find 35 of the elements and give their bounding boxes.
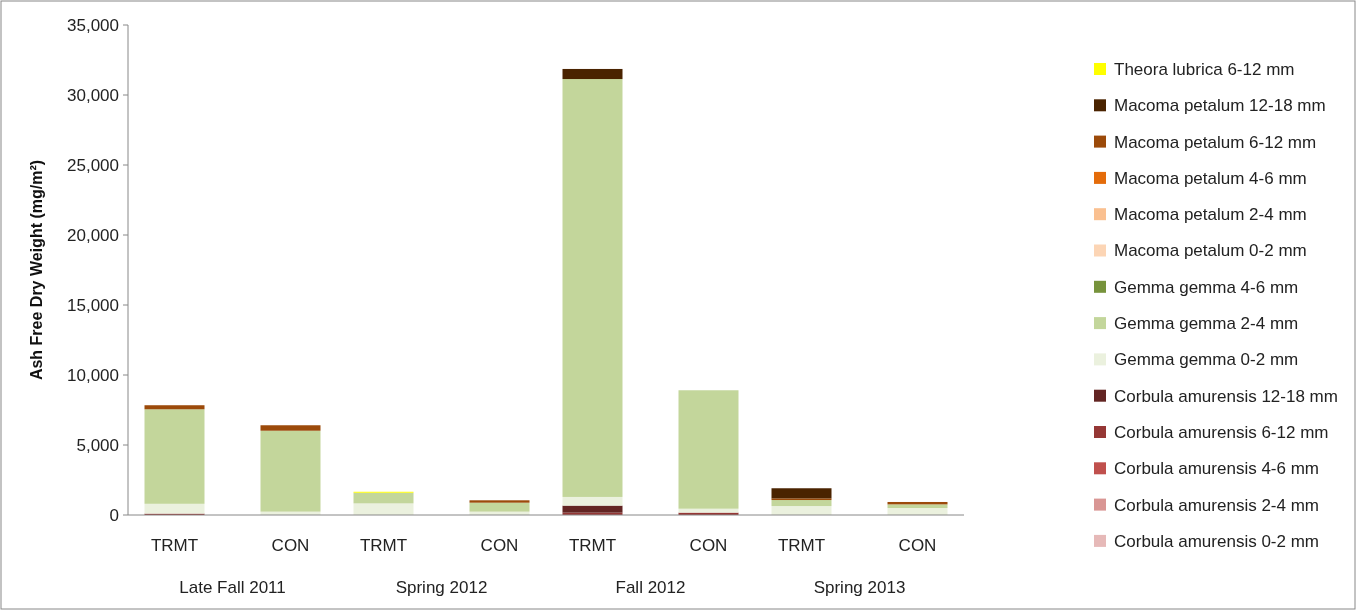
legend-label: Macoma petalum 2-4 mm xyxy=(1114,205,1307,225)
text: Spring 2012 xyxy=(395,578,488,597)
legend-label: Theora lubrica 6-12 mm xyxy=(1114,59,1295,79)
legend-label: Gemma gemma 2-4 mm xyxy=(1114,314,1299,334)
x-tick-label: TRMT xyxy=(568,536,617,555)
y-tick-label: 0 xyxy=(109,505,119,525)
legend-label: Macoma petalum 0-2 mm xyxy=(1114,241,1307,261)
y-tick-label: 35,000 xyxy=(67,15,119,35)
legend-label: Gemma gemma 0-2 mm xyxy=(1114,350,1299,370)
x-tick-label: CON xyxy=(480,536,519,555)
y-axis-title: Ash Free Dry Weight (mg/m²) xyxy=(28,159,45,381)
legend-label: Gemma gemma 4-6 mm xyxy=(1114,277,1299,297)
y-tick-label: 10,000 xyxy=(67,365,119,385)
legend-label: Corbula amurensis 0-2 mm xyxy=(1114,531,1320,551)
y-tick-label: 25,000 xyxy=(67,155,119,175)
text: Late Fall 2011 xyxy=(179,578,286,597)
y-tick-label: 15,000 xyxy=(67,295,119,315)
legend-label: Corbula amurensis 2-4 mm xyxy=(1114,495,1320,515)
legend-label: Corbula amurensis 6-12 mm xyxy=(1114,422,1329,442)
legend-label: Macoma petalum 4-6 mm xyxy=(1114,168,1307,188)
legend-label: Macoma petalum 12-18 mm xyxy=(1114,96,1326,116)
legend-label: Macoma petalum 6-12 mm xyxy=(1114,132,1317,152)
x-tick-label: TRMT xyxy=(359,536,408,555)
legend-label: Corbula amurensis 12-18 mm xyxy=(1114,386,1338,406)
text: Fall 2012 xyxy=(615,578,686,597)
x-tick-label: TRMT xyxy=(150,536,199,555)
y-tick-label: 30,000 xyxy=(67,85,119,105)
x-tick-label: CON xyxy=(271,536,310,555)
text: Spring 2013 xyxy=(813,578,906,597)
x-tick-label: TRMT xyxy=(777,536,826,555)
x-tick-label: CON xyxy=(689,536,728,555)
y-tick-label: 20,000 xyxy=(67,225,119,245)
y-tick-label: 5,000 xyxy=(76,435,119,455)
legend-label: Corbula amurensis 4-6 mm xyxy=(1114,459,1320,479)
x-tick-label: CON xyxy=(898,536,937,555)
